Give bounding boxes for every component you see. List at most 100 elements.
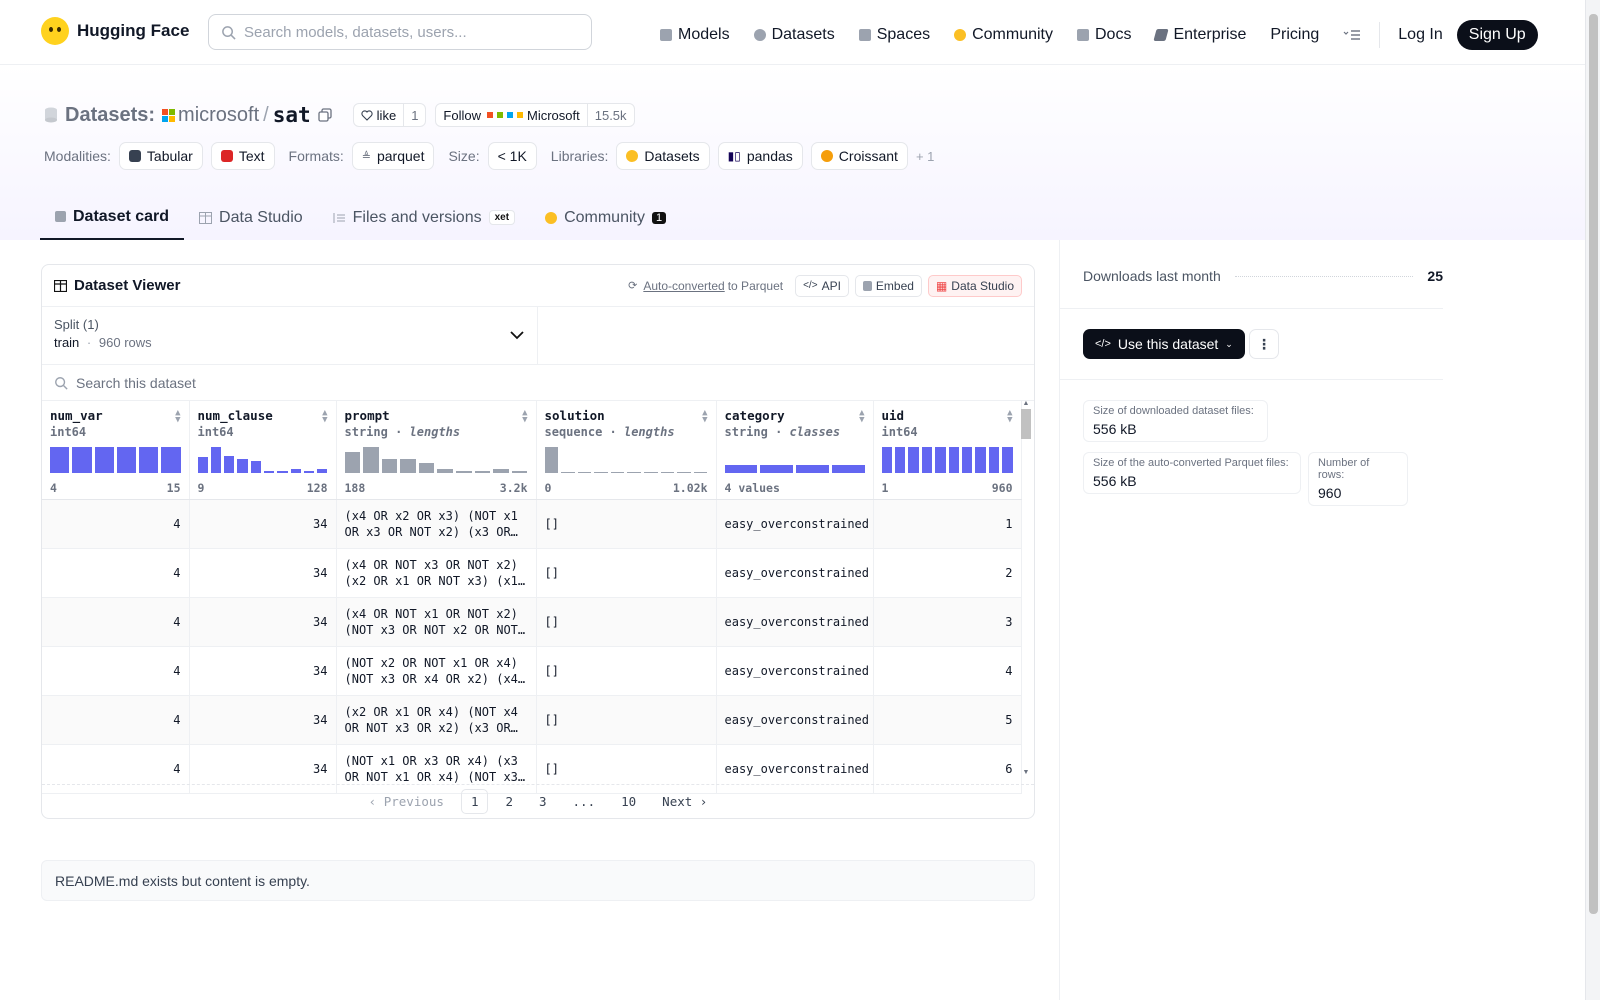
histogram-bar[interactable] <box>161 447 181 473</box>
page-scrollbar-thumb[interactable] <box>1589 14 1598 914</box>
tag-croissant-library[interactable]: Croissant <box>810 142 908 170</box>
column-histogram[interactable] <box>724 447 865 473</box>
histogram-bar[interactable] <box>921 447 933 473</box>
cell-category[interactable]: easy_overconstrained <box>716 646 874 696</box>
nav-pricing[interactable]: Pricing <box>1270 26 1319 44</box>
column-header-uid[interactable]: uid int64 1 960 ▲ ▼ <box>873 401 1022 500</box>
cell-prompt[interactable]: (x4 OR NOT x1 OR NOT x2) (NOT x3 OR NOT … <box>336 597 537 647</box>
cell-prompt[interactable]: (NOT x2 OR NOT x1 OR x4) (NOT x3 OR x4 O… <box>336 646 537 696</box>
histogram-bar[interactable] <box>627 472 642 473</box>
cell-num-clause[interactable]: 34 <box>189 548 337 598</box>
nav-docs[interactable]: Docs <box>1077 26 1131 44</box>
histogram-bar[interactable] <box>456 471 472 473</box>
histogram-bar[interactable] <box>894 447 906 473</box>
repo-kind[interactable]: Datasets: <box>65 103 156 126</box>
tag-datasets-library[interactable]: Datasets <box>616 142 710 170</box>
table-row[interactable]: 4 34 (NOT x2 OR NOT x1 OR x4) (NOT x3 OR x… <box>42 646 1022 696</box>
split-selector[interactable]: Split (1) train · 960 rows <box>42 307 538 364</box>
histogram-bar[interactable] <box>610 472 625 473</box>
histogram-bar[interactable] <box>237 459 248 473</box>
column-histogram[interactable] <box>344 447 528 473</box>
cell-prompt[interactable]: (x2 OR x1 OR x4) (NOT x4 OR NOT x3 OR x2… <box>336 695 537 745</box>
global-search-input[interactable]: Search models, datasets, users... <box>208 14 592 50</box>
nav-datasets[interactable]: Datasets <box>753 26 835 44</box>
cell-num-var[interactable]: 4 <box>42 695 190 745</box>
scrollbar-thumb[interactable] <box>1021 409 1031 439</box>
cell-num-clause[interactable]: 34 <box>189 695 337 745</box>
histogram-bar[interactable] <box>250 461 261 473</box>
cell-uid[interactable]: 4 <box>873 646 1022 696</box>
column-histogram[interactable] <box>544 447 708 473</box>
cell-num-clause[interactable]: 34 <box>189 597 337 647</box>
table-row[interactable]: 4 34 (x4 OR NOT x1 OR NOT x2) (NOT x3 OR N… <box>42 597 1022 647</box>
cell-num-var[interactable]: 4 <box>42 597 190 647</box>
nav-community[interactable]: Community <box>954 26 1053 44</box>
histogram-bar[interactable] <box>544 447 559 473</box>
scroll-up-icon[interactable]: ▲ <box>1022 400 1030 407</box>
previous-page-button[interactable]: ‹ Previous <box>368 794 444 809</box>
histogram-bar[interactable] <box>363 447 379 473</box>
histogram-bar[interactable] <box>511 471 528 473</box>
histogram-bar[interactable] <box>277 471 288 473</box>
histogram-bar[interactable] <box>677 472 691 473</box>
sort-icon[interactable]: ▲ ▼ <box>1007 408 1013 425</box>
histogram-bar[interactable] <box>693 472 708 473</box>
cell-uid[interactable]: 6 <box>873 744 1022 794</box>
histogram-bar[interactable] <box>381 459 398 473</box>
repo-name[interactable]: sat <box>272 103 311 127</box>
histogram-bar[interactable] <box>760 465 793 473</box>
sort-icon[interactable]: ▲ ▼ <box>702 408 708 425</box>
histogram-bar[interactable] <box>881 447 892 473</box>
tag-tabular[interactable]: Tabular <box>118 142 203 170</box>
more-menu-button[interactable] <box>1343 29 1361 41</box>
copy-icon[interactable] <box>318 108 332 122</box>
histogram-bar[interactable] <box>224 456 235 473</box>
table-row[interactable]: 4 34 (x2 OR x1 OR x4) (NOT x4 OR NOT x3 OR… <box>42 695 1022 745</box>
sort-icon[interactable]: ▲ ▼ <box>175 408 181 425</box>
column-header-prompt[interactable]: prompt string · lengths 188 3.2k ▲ ▼ <box>336 401 537 500</box>
table-row[interactable]: 4 34 (NOT x1 OR x3 OR x4) (x3 OR NOT x1 OR… <box>42 744 1022 794</box>
histogram-bar[interactable] <box>210 447 222 473</box>
next-page-button[interactable]: Next › <box>662 794 708 809</box>
page-2-button[interactable]: 2 <box>505 794 513 809</box>
histogram-bar[interactable] <box>660 472 675 473</box>
tag-pandas-library[interactable]: ▮▯ pandas <box>717 142 803 170</box>
cell-solution[interactable]: [] <box>536 744 717 794</box>
histogram-bar[interactable] <box>72 447 92 473</box>
sort-icon[interactable]: ▲ ▼ <box>322 408 328 425</box>
histogram-bar[interactable] <box>948 447 959 473</box>
tag-parquet[interactable]: ≜ parquet <box>351 142 435 170</box>
cell-num-clause[interactable]: 34 <box>189 646 337 696</box>
cell-uid[interactable]: 2 <box>873 548 1022 598</box>
data-studio-button[interactable]: ▦ Data Studio <box>927 274 1022 297</box>
cell-category[interactable]: easy_overconstrained <box>716 744 874 794</box>
cell-uid[interactable]: 3 <box>873 597 1022 647</box>
cell-category[interactable]: easy_overconstrained <box>716 499 874 549</box>
tab-community[interactable]: Community 1 <box>530 195 681 240</box>
brand-logo[interactable]: Hugging Face <box>41 17 189 45</box>
tag-text[interactable]: Text <box>210 142 275 170</box>
table-row[interactable]: 4 34 (x4 OR x2 OR x3) (NOT x1 OR x3 OR NOT… <box>42 499 1022 549</box>
cell-num-var[interactable]: 4 <box>42 499 190 549</box>
column-header-category[interactable]: category string · classes 4 values ▲ ▼ <box>716 401 874 500</box>
histogram-bar[interactable] <box>594 472 608 473</box>
scroll-down-icon[interactable]: ▼ <box>1022 769 1030 776</box>
sort-icon[interactable]: ▲ ▼ <box>859 408 865 425</box>
cell-solution[interactable]: [] <box>536 499 717 549</box>
login-link[interactable]: Log In <box>1398 26 1443 43</box>
tab-dataset-card[interactable]: Dataset card <box>40 195 185 240</box>
cell-solution[interactable]: [] <box>536 548 717 598</box>
cell-num-var[interactable]: 4 <box>42 646 190 696</box>
cell-category[interactable]: easy_overconstrained <box>716 597 874 647</box>
auto-converted-link[interactable]: Auto-converted <box>643 278 725 293</box>
table-scrollbar[interactable]: ▲ ▼ <box>1020 400 1032 776</box>
nav-models[interactable]: Models <box>660 26 730 44</box>
column-histogram[interactable] <box>50 447 181 473</box>
cell-uid[interactable]: 5 <box>873 695 1022 745</box>
column-histogram[interactable] <box>881 447 1013 473</box>
page-1-button[interactable]: 1 <box>460 789 489 814</box>
tab-data-studio[interactable]: Data Studio <box>184 195 318 240</box>
cell-num-var[interactable]: 4 <box>42 548 190 598</box>
histogram-bar[interactable] <box>50 447 70 473</box>
cell-prompt[interactable]: (x4 OR x2 OR x3) (NOT x1 OR x3 OR NOT x2… <box>336 499 537 549</box>
